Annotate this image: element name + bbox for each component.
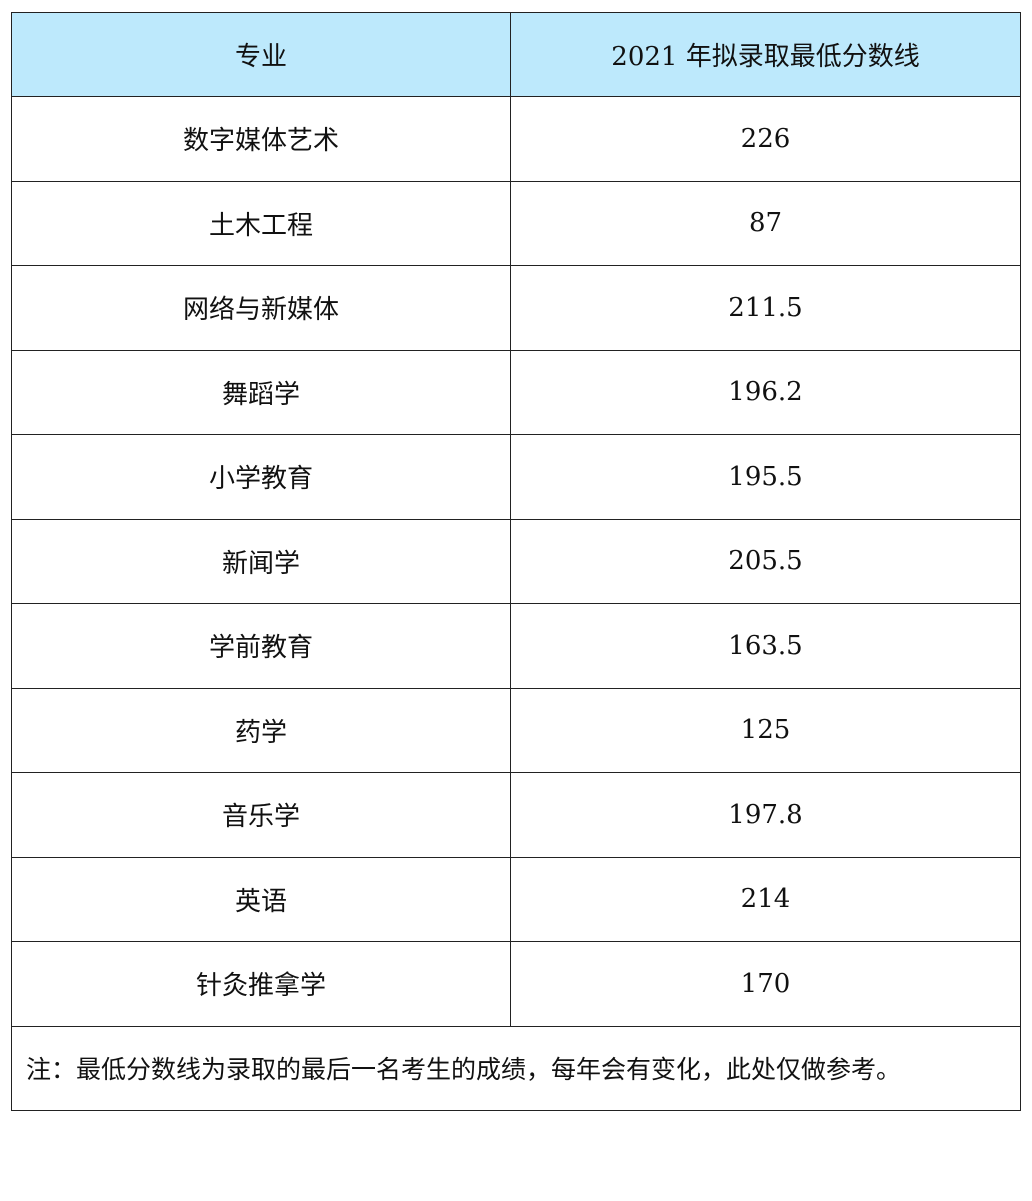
table-row: 网络与新媒体 211.5 [11,265,1021,351]
score-cell: 211.5 [510,265,1021,351]
score-cell: 226 [510,96,1021,182]
table-row: 针灸推拿学 170 [11,941,1021,1027]
major-cell: 数字媒体艺术 [11,96,511,182]
note-row: 注：最低分数线为录取的最后一名考生的成绩，每年会有变化，此处仅做参考。 [11,1025,1021,1111]
table-row: 舞蹈学 196.2 [11,349,1021,435]
score-table: 专业 2021 年拟录取最低分数线 数字媒体艺术 226 土木工程 87 网络与新媒体 2… [11,12,1021,1111]
score-cell: 214 [510,856,1021,942]
header-major: 专业 [11,12,511,97]
table-row: 新闻学 205.5 [11,518,1021,604]
major-cell: 学前教育 [11,603,511,689]
major-cell: 药学 [11,687,511,773]
major-cell: 英语 [11,856,511,942]
table-header-row: 专业 2021 年拟录取最低分数线 [11,12,1021,97]
table-row: 数字媒体艺术 226 [11,96,1021,182]
score-cell: 196.2 [510,349,1021,435]
score-cell: 170 [510,941,1021,1027]
score-cell: 163.5 [510,603,1021,689]
score-cell: 125 [510,687,1021,773]
major-cell: 舞蹈学 [11,349,511,435]
score-cell: 197.8 [510,772,1021,858]
table-note: 注：最低分数线为录取的最后一名考生的成绩，每年会有变化，此处仅做参考。 [11,1025,1021,1111]
table-row: 音乐学 197.8 [11,772,1021,858]
major-cell: 土木工程 [11,180,511,266]
major-cell: 新闻学 [11,518,511,604]
table-row: 土木工程 87 [11,180,1021,266]
table-row: 学前教育 163.5 [11,603,1021,689]
table-row: 药学 125 [11,687,1021,773]
score-cell: 195.5 [510,434,1021,520]
table-row: 英语 214 [11,856,1021,942]
major-cell: 针灸推拿学 [11,941,511,1027]
score-cell: 205.5 [510,518,1021,604]
header-min-score: 2021 年拟录取最低分数线 [510,12,1021,97]
table-row: 小学教育 195.5 [11,434,1021,520]
major-cell: 网络与新媒体 [11,265,511,351]
score-cell: 87 [510,180,1021,266]
major-cell: 小学教育 [11,434,511,520]
major-cell: 音乐学 [11,772,511,858]
